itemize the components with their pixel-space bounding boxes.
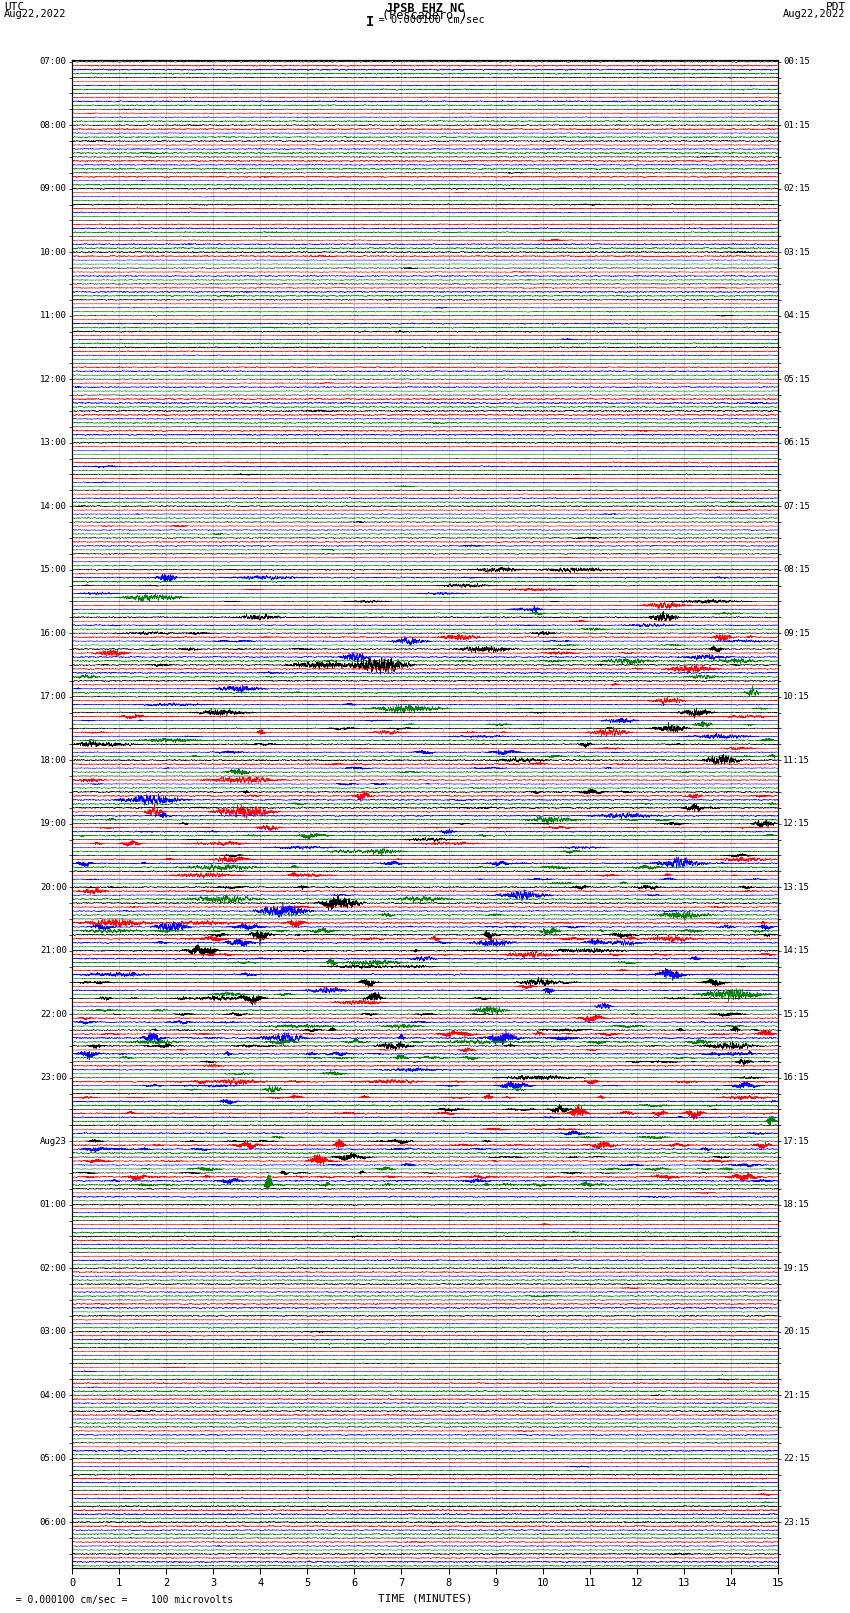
- Text: UTC: UTC: [4, 3, 25, 13]
- Text: I: I: [366, 16, 374, 29]
- Text: = 0.000100 cm/sec =    100 microvolts: = 0.000100 cm/sec = 100 microvolts: [4, 1595, 234, 1605]
- Text: PDT: PDT: [825, 3, 846, 13]
- Text: = 0.000100 cm/sec: = 0.000100 cm/sec: [366, 16, 484, 26]
- X-axis label: TIME (MINUTES): TIME (MINUTES): [377, 1594, 473, 1603]
- Text: Aug22,2022: Aug22,2022: [783, 10, 846, 19]
- Text: Aug22,2022: Aug22,2022: [4, 10, 67, 19]
- Text: JPSB EHZ NC: JPSB EHZ NC: [386, 3, 464, 16]
- Text: (Pescadero ): (Pescadero ): [382, 10, 468, 23]
